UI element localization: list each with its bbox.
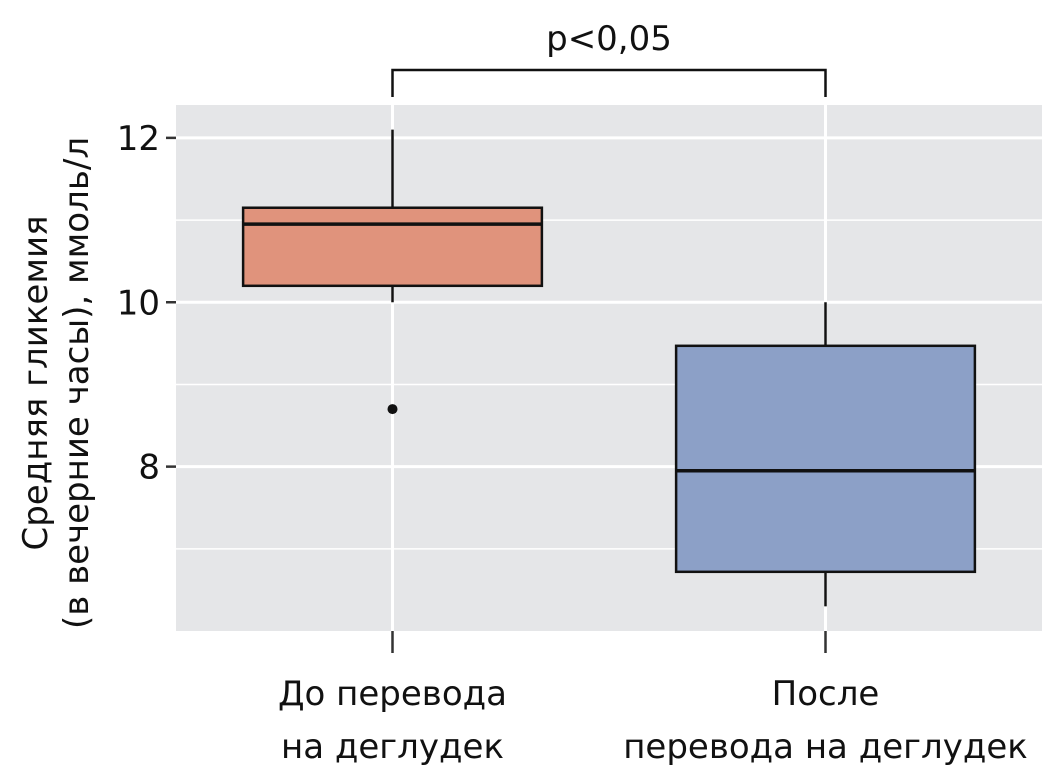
y-tick-label: 12 [117, 119, 160, 159]
x-category-label: перевода на деглудек [623, 727, 1028, 767]
x-category-label: на деглудек [281, 727, 504, 767]
box-group [241, 129, 544, 415]
x-category-label: После [772, 674, 880, 714]
significance-bracket: p<0,05 [391, 19, 827, 97]
box [674, 344, 977, 574]
significance-label: p<0,05 [546, 19, 672, 59]
y-axis-label-line-2: (в вечерние часы), ммоль/л [57, 137, 97, 629]
box [241, 206, 544, 288]
boxes [241, 129, 977, 607]
bracket-line [391, 68, 827, 97]
y-tick-label: 8 [138, 448, 160, 488]
outlier-point [387, 404, 398, 415]
y-axis-label-line-1: Средняя гликемия [16, 215, 56, 550]
y-tick-label: 10 [117, 283, 160, 323]
x-category-label: До перевода [278, 674, 507, 714]
x-axis: До перевода на деглудек После перевода на д… [278, 631, 1028, 767]
y-axis: 8 10 12 [117, 119, 176, 488]
box-group [674, 302, 977, 607]
